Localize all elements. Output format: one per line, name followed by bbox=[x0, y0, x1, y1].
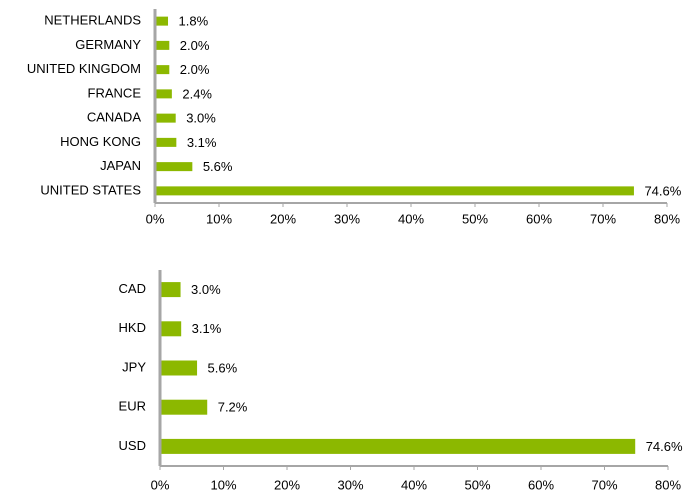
bar bbox=[156, 65, 170, 75]
x-tick-label: 50% bbox=[464, 477, 490, 491]
bar bbox=[161, 360, 198, 376]
y-tick-label: UNITED STATES bbox=[40, 182, 141, 197]
y-tick-label: GERMANY bbox=[75, 37, 141, 52]
x-tick-label: 50% bbox=[462, 211, 488, 226]
value-label: 7.2% bbox=[218, 400, 248, 415]
x-tick-label: 60% bbox=[526, 211, 552, 226]
value-label: 1.8% bbox=[179, 14, 209, 29]
value-label: 5.6% bbox=[203, 159, 233, 174]
value-label: 3.1% bbox=[187, 135, 217, 150]
x-tick-label: 10% bbox=[210, 477, 236, 491]
value-label: 5.6% bbox=[208, 360, 238, 375]
value-label: 74.6% bbox=[646, 439, 683, 454]
x-tick-label: 40% bbox=[398, 211, 424, 226]
bar bbox=[161, 321, 182, 337]
y-tick-label: CAD bbox=[119, 281, 146, 296]
x-tick-label: 70% bbox=[591, 477, 617, 491]
y-tick-label: CANADA bbox=[87, 110, 142, 125]
x-tick-label: 40% bbox=[401, 477, 427, 491]
y-tick-label: EUR bbox=[119, 399, 146, 414]
y-tick-label: UNITED KINGDOM bbox=[27, 61, 141, 76]
y-tick-label: JAPAN bbox=[100, 158, 141, 173]
x-tick-label: 60% bbox=[528, 477, 554, 491]
bar bbox=[161, 438, 636, 454]
y-tick-label: FRANCE bbox=[88, 85, 142, 100]
value-label: 3.0% bbox=[191, 282, 221, 297]
bar bbox=[161, 282, 181, 298]
x-tick-label: 30% bbox=[337, 477, 363, 491]
value-label: 74.6% bbox=[644, 183, 681, 198]
x-tick-label: 70% bbox=[590, 211, 616, 226]
bar bbox=[161, 399, 208, 415]
bar bbox=[156, 113, 176, 123]
bar bbox=[156, 186, 634, 196]
y-tick-label: USD bbox=[119, 438, 146, 453]
value-label: 2.0% bbox=[180, 38, 210, 53]
y-tick-label: NETHERLANDS bbox=[44, 13, 141, 28]
value-label: 3.0% bbox=[186, 111, 216, 126]
x-tick-label: 20% bbox=[274, 477, 300, 491]
x-tick-label: 80% bbox=[655, 477, 681, 491]
bar bbox=[156, 162, 193, 172]
x-tick-label: 0% bbox=[151, 477, 170, 491]
x-tick-label: 20% bbox=[270, 211, 296, 226]
value-label: 2.0% bbox=[180, 62, 210, 77]
bar bbox=[156, 16, 169, 26]
x-tick-label: 0% bbox=[146, 211, 165, 226]
x-tick-label: 80% bbox=[654, 211, 680, 226]
value-label: 3.1% bbox=[192, 321, 222, 336]
y-tick-label: HKD bbox=[119, 320, 146, 335]
bar bbox=[156, 40, 170, 50]
x-tick-label: 10% bbox=[206, 211, 232, 226]
bar bbox=[156, 137, 177, 147]
y-tick-label: HONG KONG bbox=[60, 134, 141, 149]
value-label: 2.4% bbox=[182, 86, 212, 101]
x-tick-label: 30% bbox=[334, 211, 360, 226]
y-tick-label: JPY bbox=[122, 359, 146, 374]
bar bbox=[156, 89, 172, 99]
